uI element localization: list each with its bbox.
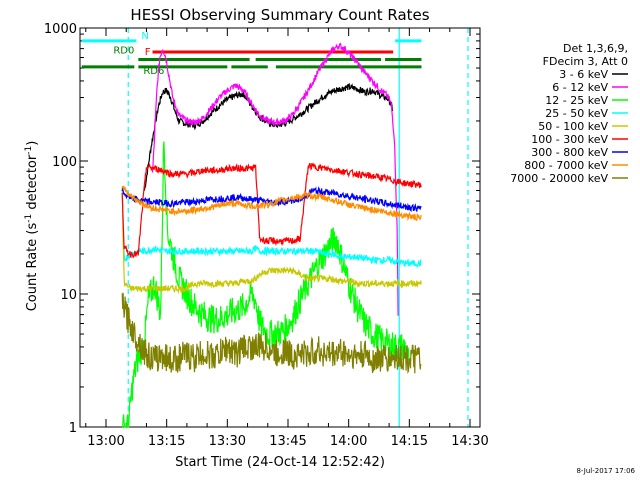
- series-line: [121, 292, 422, 375]
- y-tick-label: 1: [69, 421, 77, 436]
- y-axis-label-sup2: -1: [24, 146, 34, 155]
- x-tick-label: 13:00: [87, 434, 124, 449]
- series-line: [121, 191, 422, 294]
- legend-label: 300 - 800 keV: [531, 146, 608, 159]
- legend-label: 3 - 6 keV: [559, 68, 608, 81]
- flag-label: N: [141, 31, 148, 42]
- legend-label: 100 - 300 keV: [531, 133, 608, 146]
- y-tick-label: 10: [60, 288, 77, 303]
- x-tick-label: 13:15: [148, 434, 185, 449]
- y-tick-label: 100: [52, 155, 77, 170]
- legend-label: 50 - 100 keV: [538, 120, 608, 133]
- flag-label: RD6: [143, 66, 164, 77]
- series-line: [121, 162, 422, 259]
- status-flags: NF RD0 RD6: [81, 31, 422, 77]
- plot-frame: [79, 27, 481, 428]
- y-axis-label-mid: detector: [25, 154, 40, 214]
- series-line: [151, 42, 399, 316]
- x-tick-label: 13:30: [209, 434, 246, 449]
- x-tick-label: 14:00: [330, 434, 367, 449]
- y-axis-label-end: ): [25, 141, 40, 146]
- legend-label: 12 - 25 keV: [545, 94, 608, 107]
- legend-label: 7000 - 20000 keV: [510, 172, 608, 185]
- series-lines: [121, 42, 422, 428]
- timestamp: 8-Jul-2017 17:06: [576, 467, 635, 475]
- y-axis-label: Count Rate (s-1 detector-1): [24, 141, 40, 312]
- legend-header: Det 1,3,6,9,: [563, 42, 628, 55]
- y-axis-label-sup1: -1: [24, 214, 34, 223]
- series-line: [121, 185, 422, 222]
- legend-label: 6 - 12 keV: [552, 81, 608, 94]
- x-tick-label: 14:15: [391, 434, 428, 449]
- x-tick-label: 13:45: [269, 434, 306, 449]
- x-tick-label: 14:30: [451, 434, 488, 449]
- legend-header: FDecim 3, Att 0: [543, 55, 628, 68]
- legend-label: 800 - 7000 keV: [524, 159, 608, 172]
- legend-label: 25 - 50 keV: [545, 107, 608, 120]
- y-axis-label-main: Count Rate (s: [25, 223, 40, 312]
- flag-label: RD0: [113, 45, 134, 56]
- series-line: [121, 187, 422, 269]
- axes: 1 10 100 1000 13:00 13:15 13:30 13:45 14:00 14:15…: [44, 22, 489, 449]
- x-axis-label: Start Time (24-Oct-14 12:52:42): [175, 455, 385, 470]
- flag-label: F: [145, 47, 151, 58]
- y-tick-label: 1000: [44, 22, 77, 37]
- chart-title: HESSI Observing Summary Count Rates: [130, 6, 429, 24]
- series-line: [121, 186, 422, 213]
